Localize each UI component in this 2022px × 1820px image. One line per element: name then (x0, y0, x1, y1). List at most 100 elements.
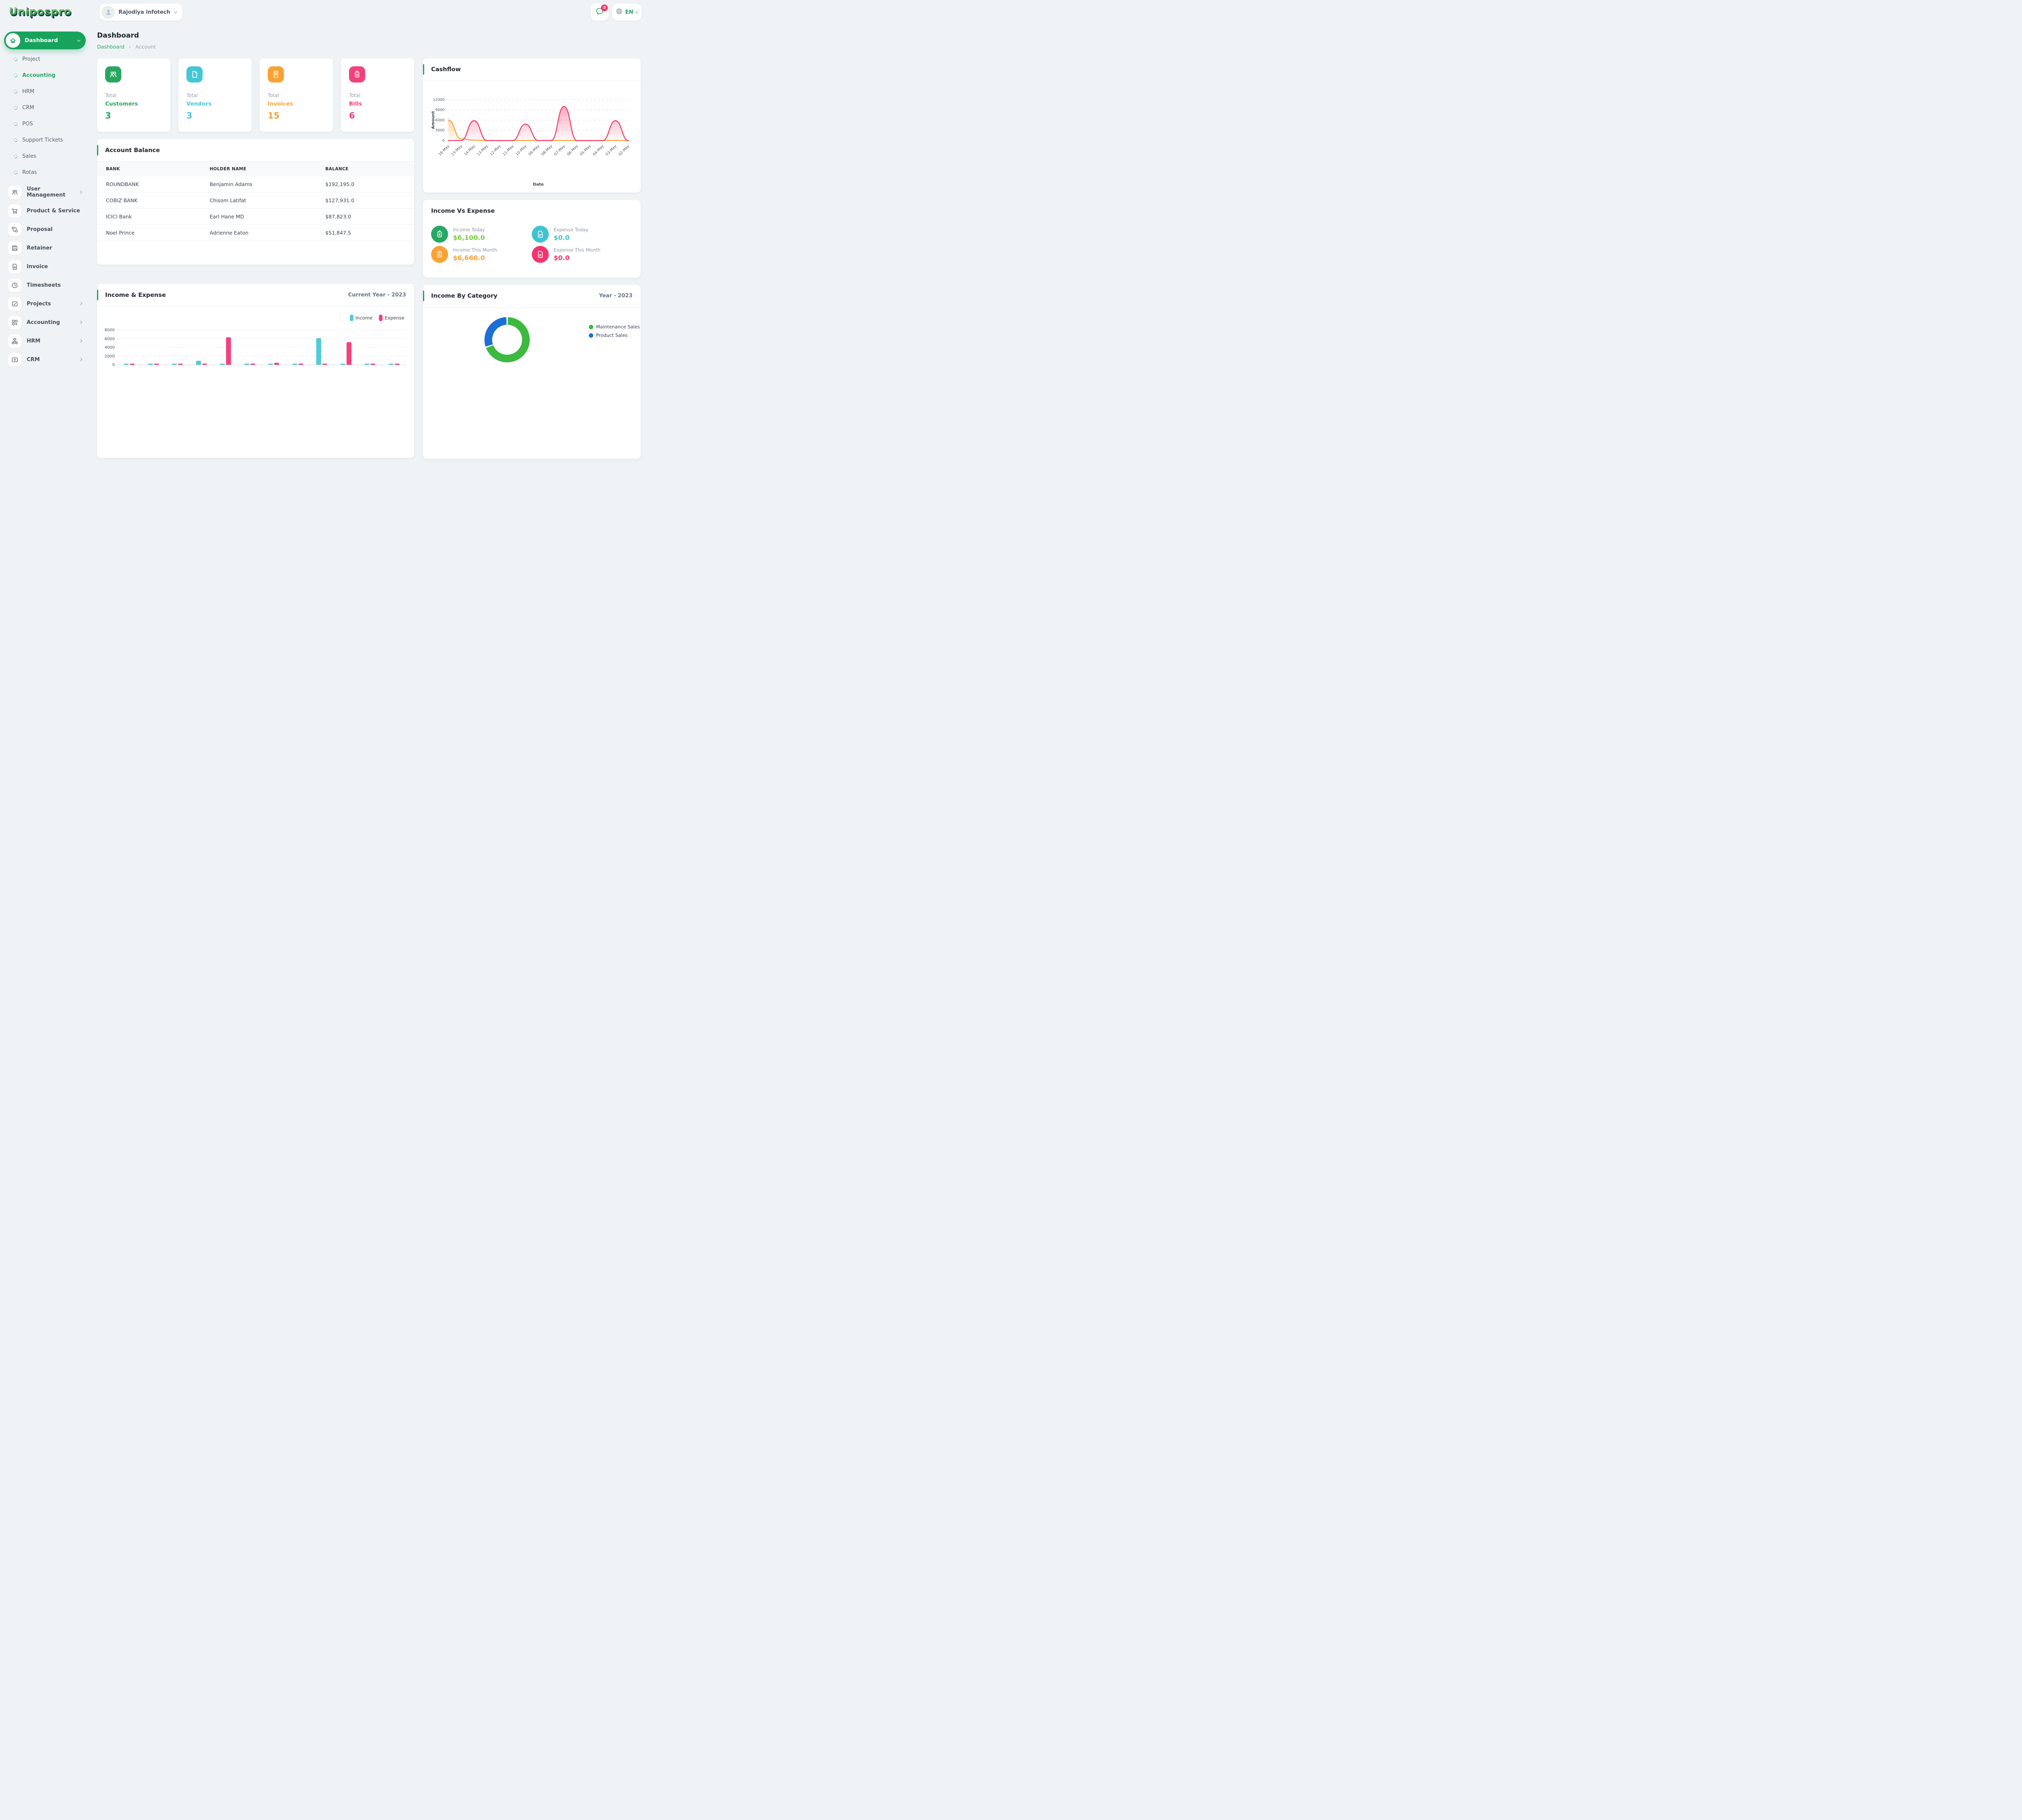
table-cell: COBIZ BANK (97, 192, 210, 209)
brand-logo-text: Unipospro (9, 6, 72, 18)
circle-icon (13, 121, 18, 127)
avatar (102, 6, 114, 19)
sidebar-item-crm[interactable]: CRM (4, 350, 86, 369)
bar (172, 364, 177, 365)
income-vs-expense-grid: $ Income Today $6,100.0 Expense Today $0… (423, 222, 641, 263)
table-row: Noel Prince Adrienne Eaton $51,847.5 (97, 224, 414, 241)
bar-group (358, 364, 382, 365)
table-row: COBIZ BANK Chisom Latifat $127,931.0 (97, 192, 414, 209)
sidebar-item-support-tickets[interactable]: Support Tickets (4, 132, 86, 148)
bar (154, 364, 159, 365)
cashflow-panel: Cashflow 0 3000 6000 9000 12000 16-May 1… (423, 58, 641, 193)
table-cell: Noel Prince (97, 224, 210, 241)
sidebar-item-invoice[interactable]: Invoice (4, 257, 86, 276)
panel-title: Account Balance (105, 147, 160, 154)
svg-text:02-May: 02-May (618, 144, 630, 157)
invoice-icon (268, 66, 284, 83)
table-cell: $87,823.0 (325, 208, 414, 225)
sidebar-item-projects[interactable]: Projects (4, 294, 86, 313)
user-menu[interactable]: Rajodiya infotech (99, 4, 182, 21)
page-icon (186, 66, 203, 83)
svg-text:15-May: 15-May (451, 144, 463, 157)
chart-legend: Maintenance Sales Product Sales (589, 324, 640, 341)
svg-text:0: 0 (442, 139, 445, 143)
bar (394, 364, 400, 365)
sidebar-item-label: CRM (22, 104, 34, 111)
svg-text:16-May: 16-May (438, 144, 451, 157)
brand-logo-shadow: Unipospro (10, 7, 72, 19)
sidebar-item-hrm[interactable]: HRM (4, 83, 86, 99)
sidebar-item-label: Rotas (22, 169, 37, 176)
table-cell: ROUNDBANK (97, 176, 210, 193)
messages-badge: 0 (601, 4, 608, 11)
svg-text:11-May: 11-May (502, 144, 515, 157)
bar-group (334, 342, 358, 365)
metric-expense-today: Expense Today $0.0 (532, 226, 632, 243)
clock-icon (8, 278, 21, 292)
sidebar-item-crm[interactable]: CRM (4, 99, 86, 116)
table-cell: Chisom Latifat (209, 192, 326, 209)
sidebar-item-label: HRM (27, 338, 40, 344)
bar-group (382, 364, 406, 365)
legend-label: Maintenance Sales (596, 324, 640, 330)
x-axis-ticks (117, 365, 406, 368)
sidebar-item-label: Dashboard (25, 37, 58, 44)
sidebar-item-user-management[interactable]: User Management (4, 183, 86, 201)
sidebar-item-timesheets[interactable]: Timesheets (4, 276, 86, 294)
user-name: Rajodiya infotech (118, 9, 170, 15)
bar-group (238, 364, 262, 365)
metric-value: $6,660.0 (453, 254, 485, 262)
brand-logo[interactable]: Unipospro Unipospro (9, 6, 72, 19)
sidebar-item-proposal[interactable]: Proposal (4, 220, 86, 239)
sidebar-item-accounting[interactable]: Accounting (4, 67, 86, 83)
language-code: EN (625, 9, 633, 15)
circle-icon (13, 89, 18, 94)
globe-icon (615, 8, 623, 17)
sidebar-item-product-service[interactable]: Product & Service (4, 201, 86, 220)
bar-group (310, 338, 334, 365)
bar (148, 364, 153, 365)
sidebar-item-rotas[interactable]: Rotas (4, 164, 86, 180)
main-content: Dashboard Dashboard › Account Total Cust… (97, 24, 641, 459)
bar (244, 364, 249, 365)
sidebar-item-pos[interactable]: POS (4, 116, 86, 132)
sidebar-item-dashboard[interactable]: Dashboard (4, 32, 86, 49)
svg-text:08-May: 08-May (541, 144, 553, 157)
sidebar-item-label: Support Tickets (22, 137, 63, 143)
table-cell: $127,931.0 (325, 192, 414, 209)
bar-group (286, 364, 310, 365)
sidebar-item-sales[interactable]: Sales (4, 148, 86, 164)
donut-chart (484, 317, 530, 362)
svg-text:07-May: 07-May (554, 144, 566, 157)
breadcrumb-root[interactable]: Dashboard (97, 44, 125, 50)
svg-text:Date: Date (533, 182, 544, 187)
messages-button[interactable]: 0 (591, 4, 609, 21)
bar (370, 364, 376, 365)
sidebar-item-hrm[interactable]: HRM (4, 332, 86, 350)
svg-text:9000: 9000 (435, 108, 444, 112)
stat-card-vendors[interactable]: Total Vendors 3 (178, 58, 252, 132)
y-axis-label: 2000 (104, 354, 115, 359)
users-icon (105, 66, 121, 83)
file-text-icon (8, 260, 21, 273)
sidebar-item-project[interactable]: Project (4, 51, 86, 67)
chart-legend: Income Expense (107, 314, 404, 322)
sidebar-item-label: Invoice (27, 263, 48, 270)
language-selector[interactable]: EN (612, 4, 641, 21)
sidebar-item-retainer[interactable]: Retainer (4, 239, 86, 257)
sidebar-item-accounting[interactable]: Accounting (4, 313, 86, 332)
stat-label: Invoices (268, 101, 293, 107)
bar (298, 364, 303, 365)
stat-prefix: Total (268, 93, 279, 98)
svg-text:05-May: 05-May (580, 144, 592, 157)
stat-prefix: Total (186, 93, 198, 98)
svg-text:3000: 3000 (435, 129, 444, 133)
stat-card-invoices[interactable]: Total Invoices 15 (260, 58, 333, 132)
panel-title: Cashflow (431, 66, 461, 73)
account-balance-panel: Account Balance BANK HOLDER NAME BALANCE R… (97, 139, 414, 265)
stat-card-bills[interactable]: $ Total Bills 6 (341, 58, 414, 132)
chevron-down-icon (77, 38, 81, 42)
card-plus-icon (8, 353, 21, 366)
grid-plus-icon (8, 315, 21, 329)
stat-card-customers[interactable]: Total Customers 3 (97, 58, 170, 132)
